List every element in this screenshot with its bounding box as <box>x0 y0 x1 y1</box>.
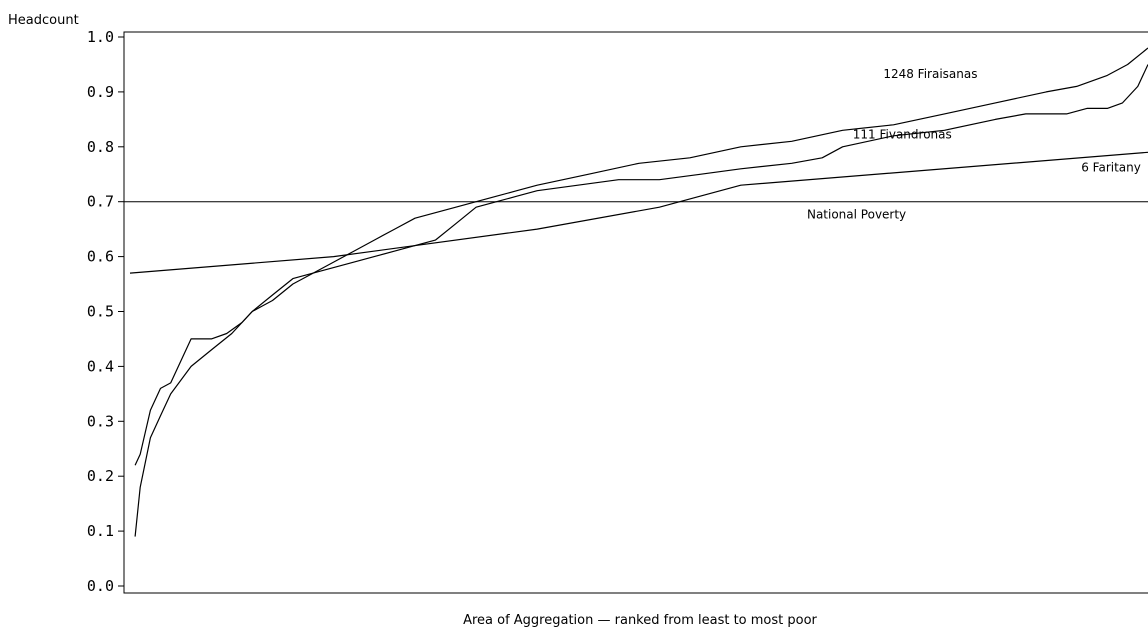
x-axis-title: Area of Aggregation — ranked from least … <box>463 613 817 628</box>
y-tick-label-5: 0.5 <box>87 303 114 321</box>
y-axis: 0.0 0.1 0.2 0.3 0.4 0.5 0.6 0.7 0.8 0.9 1.0 <box>87 28 124 595</box>
series-label-6-faritany: 6 Faritany <box>1081 161 1141 175</box>
national-poverty-reference: National Poverty <box>124 201 1148 222</box>
y-tick-label-1: 0.1 <box>87 522 114 540</box>
y-tick-label-3: 0.3 <box>87 412 114 430</box>
series-line-6-faritany <box>129 151 1148 274</box>
series-line-1248-firaisanas <box>134 47 1148 537</box>
series-label-111-fivandronas: 111 Fivandronas <box>853 128 952 142</box>
y-tick-label-10: 1.0 <box>87 28 114 46</box>
y-tick-label-9: 0.9 <box>87 83 114 101</box>
y-tick-label-2: 0.2 <box>87 467 114 485</box>
y-tick-label-4: 0.4 <box>87 357 114 375</box>
series-labels: 1248 Firaisanas 111 Fivandronas 6 Faritany <box>853 67 1141 174</box>
y-tick-label-8: 0.8 <box>87 138 114 156</box>
national-poverty-label: National Poverty <box>807 208 906 222</box>
series-line-111-fivandronas <box>134 64 1148 466</box>
plot-area-frame <box>123 31 1148 594</box>
y-tick-label-6: 0.6 <box>87 248 114 266</box>
y-tick-label-7: 0.7 <box>87 193 114 211</box>
y-axis-title: Headcount <box>8 13 79 28</box>
y-tick-label-0: 0.0 <box>87 577 114 595</box>
series-lines <box>129 47 1148 537</box>
series-label-1248-firaisanas: 1248 Firaisanas <box>883 67 977 81</box>
